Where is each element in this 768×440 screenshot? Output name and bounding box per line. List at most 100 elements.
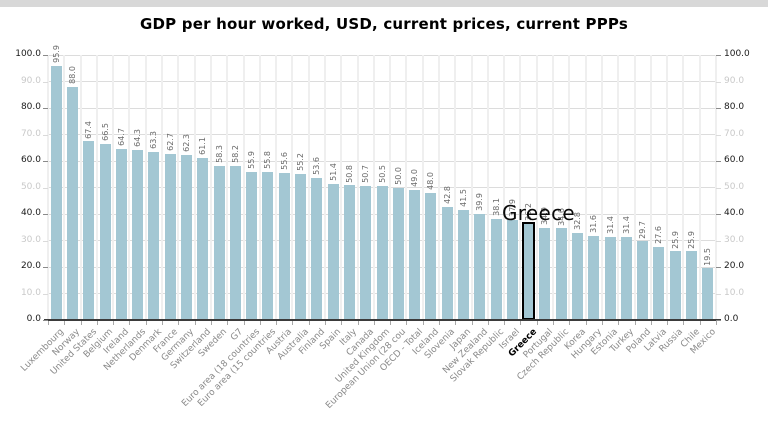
gridline-vertical (242, 55, 245, 320)
bar-value-label: 49.0 (410, 169, 420, 188)
x-axis-tick (96, 321, 98, 325)
x-axis-tick (129, 321, 131, 325)
x-axis-tick (618, 321, 620, 325)
bar-estonia (604, 236, 616, 320)
gridline-horizontal (48, 54, 716, 56)
bar-value-label: 29.7 (638, 220, 648, 239)
x-axis-tick (553, 321, 555, 325)
y-axis-tick-left (43, 55, 48, 56)
x-axis-tick (210, 321, 212, 325)
x-axis-tick (324, 321, 326, 325)
y-axis-tick-right (716, 187, 721, 189)
gridline-vertical (617, 55, 620, 320)
bar-denmark (148, 152, 160, 320)
y-axis-label-right: 80.0 (724, 102, 745, 112)
y-axis-tick-left (43, 214, 48, 215)
y-axis-tick-left (43, 187, 48, 189)
bar-value-label: 31.4 (605, 215, 615, 234)
gridline-vertical (47, 55, 49, 320)
bar-greece (522, 222, 536, 320)
x-axis-tick (634, 321, 636, 325)
gridline-horizontal (48, 107, 716, 109)
x-axis-tick (178, 321, 180, 325)
chart-title: GDP per hour worked, USD, current prices… (140, 15, 628, 33)
bar-value-label: 62.3 (181, 134, 191, 152)
x-axis-tick (48, 321, 49, 325)
gridline-vertical (161, 55, 164, 320)
bar-value-label: 58.2 (230, 144, 240, 163)
y-axis-tick-right (716, 108, 721, 109)
gridline-horizontal (48, 134, 716, 135)
x-axis-tick (390, 321, 392, 325)
x-axis-tick (439, 321, 441, 325)
bar-value-label: 48.0 (426, 172, 436, 190)
bar-iceland (425, 192, 437, 320)
x-axis-tick (699, 321, 701, 325)
greece-annotation: Greece (502, 201, 575, 225)
bar-value-label: 19.5 (703, 247, 713, 266)
x-axis-tick (585, 321, 587, 325)
gridline-vertical (438, 55, 441, 320)
gridline-vertical (405, 55, 408, 320)
y-axis-label-left: 90.0 (20, 75, 41, 86)
y-axis-label-right: 60.0 (724, 155, 745, 165)
bar-value-label: 50.0 (393, 166, 403, 185)
plot-area: 95.9 88.0 67.4 66.5 64.7 64.3 63.3 62.7 62.3 61.1… (47, 45, 717, 320)
gridline-vertical (698, 55, 701, 320)
bar-united-kingdom (376, 186, 388, 320)
y-axis-tick-left (43, 134, 48, 136)
bar-value-label: 39.9 (475, 193, 485, 212)
gridline-vertical (421, 55, 424, 320)
x-axis-tick (80, 321, 82, 325)
y-axis-label-right: 70.0 (724, 128, 745, 139)
gridline-vertical (144, 55, 147, 320)
bar-japan (457, 210, 469, 320)
bar-korea (572, 233, 583, 320)
bar-value-label: 66.5 (100, 122, 110, 141)
y-axis-label-left: 50.0 (20, 181, 41, 192)
bar-value-label: 67.4 (84, 120, 94, 139)
x-axis-tick (357, 321, 359, 325)
x-axis-tick (536, 321, 538, 325)
bar-value-label: 31.4 (621, 215, 631, 234)
gridline-vertical (307, 55, 310, 320)
gridline-vertical (633, 55, 636, 320)
x-axis-tick (504, 321, 506, 325)
bar-value-label: 50.7 (361, 164, 371, 183)
y-axis-tick-right (716, 320, 721, 321)
bar-value-label: 61.1 (198, 137, 208, 156)
bar-netherlands (132, 149, 144, 320)
bar-value-label: 64.7 (116, 127, 126, 146)
bar-russia (669, 251, 681, 320)
gridline-vertical (226, 55, 229, 320)
gridline-vertical (112, 55, 115, 320)
y-axis-label-right: 50.0 (724, 181, 745, 192)
x-axis-tick (716, 321, 717, 325)
y-axis-tick-right (716, 161, 721, 162)
bar-value-label: 55.6 (279, 151, 289, 170)
gridline-vertical (486, 55, 489, 320)
bar-euro-area-15-countries (262, 172, 274, 320)
gdp-bar-chart: GDP per hour worked, USD, current prices… (0, 7, 768, 413)
x-axis-tick (569, 321, 571, 325)
y-axis-tick-left (43, 267, 48, 268)
gridline-vertical (372, 55, 375, 320)
x-axis-tick (601, 321, 603, 325)
gridline-vertical (291, 55, 294, 320)
gridline-vertical (666, 55, 669, 320)
bar-latvia (653, 246, 665, 320)
bar-value-label: 41.5 (458, 189, 468, 208)
bar-poland (637, 241, 649, 320)
gridline-vertical (323, 55, 326, 320)
bar-value-label: 27.6 (654, 226, 664, 244)
gridline-vertical (128, 55, 131, 320)
x-axis-tick (194, 321, 196, 325)
x-axis-tick (683, 321, 685, 325)
bar-value-label: 42.8 (442, 185, 452, 204)
gridline-vertical (356, 55, 359, 320)
gridline-vertical (600, 55, 603, 320)
y-axis-label-left: 10.0 (20, 287, 41, 298)
y-axis-tick-right (716, 293, 721, 295)
bar-chile (686, 251, 698, 320)
gridline-vertical (649, 55, 652, 320)
